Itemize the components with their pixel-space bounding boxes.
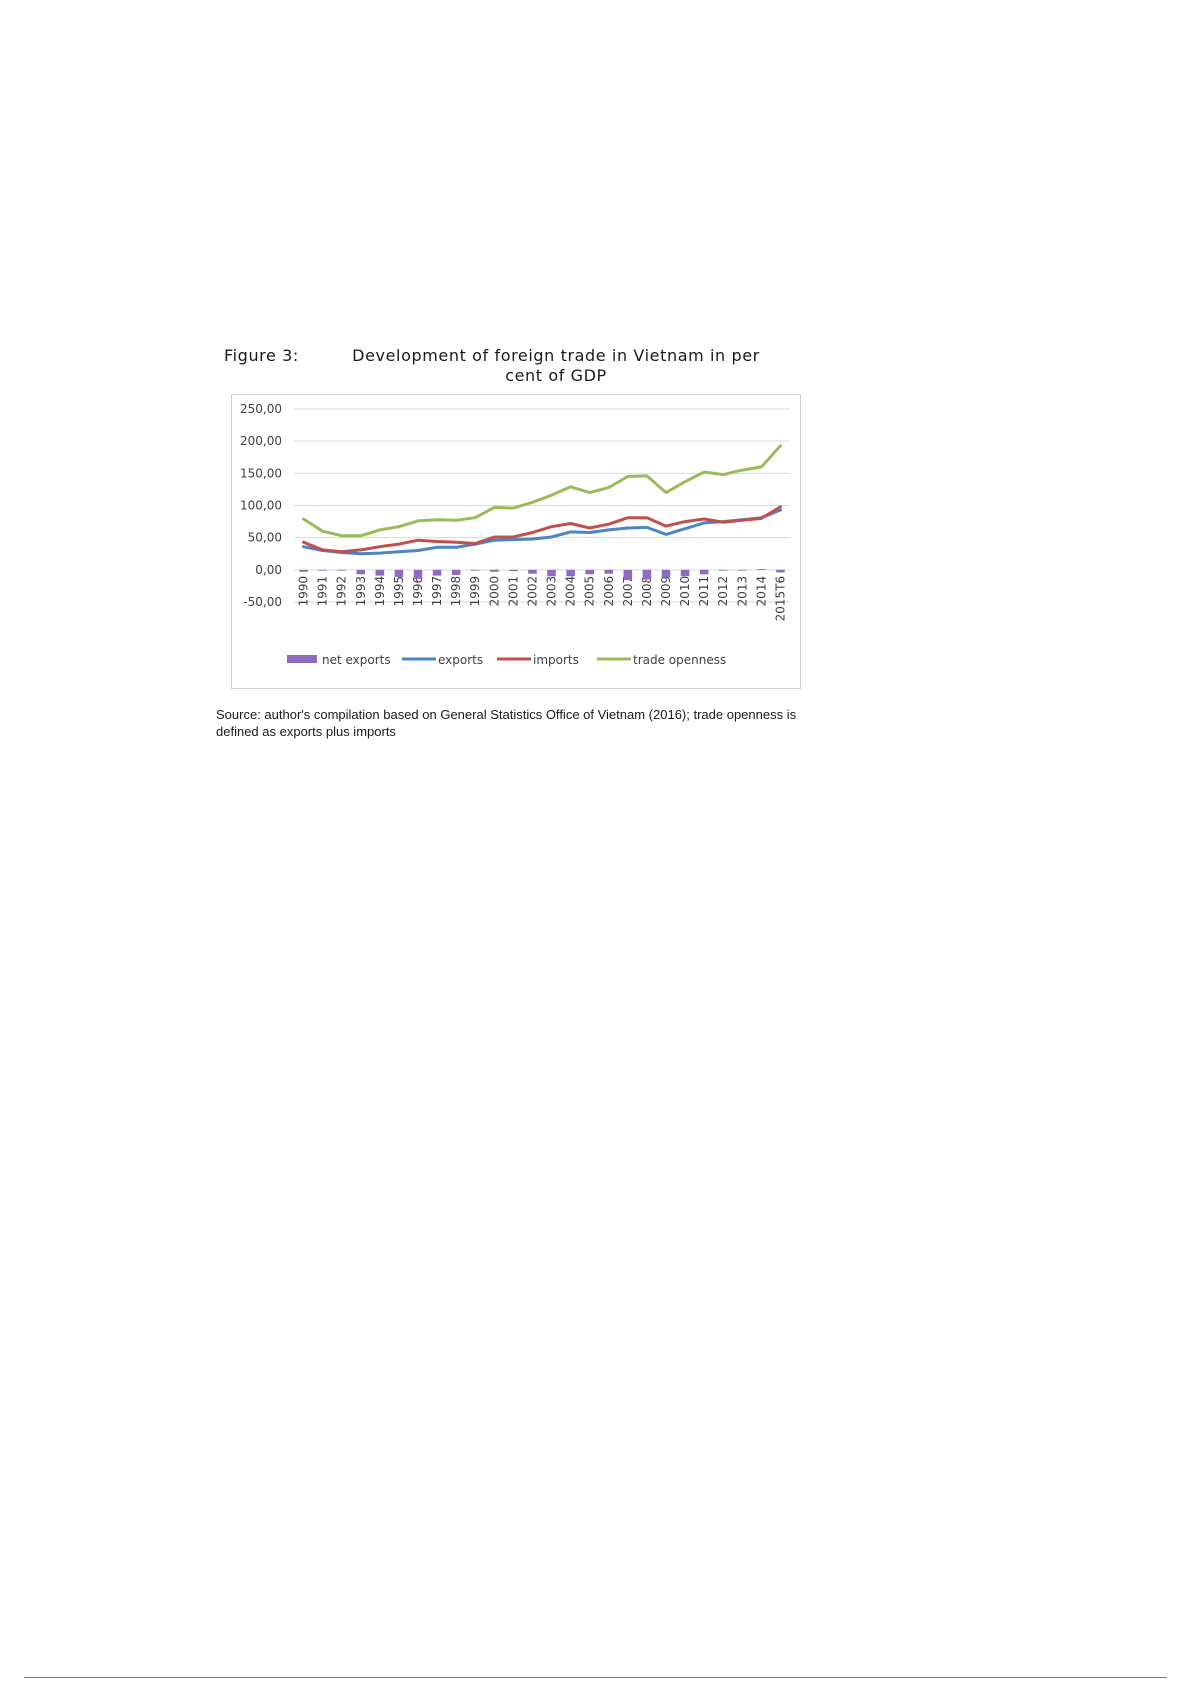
y-tick-label: 150,00 xyxy=(240,466,282,480)
x-tick-label: 2010 xyxy=(678,576,692,607)
net-exports-bar xyxy=(566,569,575,577)
legend-swatch xyxy=(287,655,317,663)
x-tick-label: 1999 xyxy=(468,576,482,607)
x-tick-label: 1994 xyxy=(373,576,387,607)
x-tick-label: 2009 xyxy=(659,576,673,607)
x-tick-label: 1995 xyxy=(392,576,406,607)
legend-label: imports xyxy=(533,653,579,667)
net-exports-bar xyxy=(337,569,346,571)
net-exports-bar xyxy=(299,569,308,572)
x-tick-label: 2007 xyxy=(621,576,635,607)
y-tick-label: 50,00 xyxy=(248,531,282,545)
figure-label: Figure 3: xyxy=(224,346,299,365)
net-exports-bar xyxy=(661,569,671,578)
net-exports-bar xyxy=(470,569,480,571)
net-exports-bar xyxy=(528,569,537,574)
x-tick-label: 1992 xyxy=(335,576,349,607)
y-tick-label: 0,00 xyxy=(255,563,282,577)
x-tick-label: 1991 xyxy=(316,576,330,607)
figure-title: Development of foreign trade in Vietnam … xyxy=(352,346,760,385)
net-exports-bar xyxy=(642,569,652,580)
legend-label: trade openness xyxy=(633,653,726,667)
net-exports-bar xyxy=(738,569,747,571)
net-exports-bar xyxy=(604,569,614,574)
net-exports-bar xyxy=(776,569,785,573)
net-exports-bar xyxy=(490,569,499,572)
exports-line xyxy=(302,508,782,556)
net-exports-bar xyxy=(432,569,442,576)
y-tick-label: 250,00 xyxy=(240,402,282,416)
net-exports-bar xyxy=(623,569,633,581)
x-tick-label: 2012 xyxy=(716,576,730,607)
x-tick-label: 2015T6 xyxy=(773,576,787,622)
net-exports-bar xyxy=(375,569,385,576)
net-exports-bar xyxy=(394,569,404,577)
x-tick-label: 1993 xyxy=(354,576,368,607)
x-tick-label: 2006 xyxy=(602,576,616,607)
x-tick-label: 2004 xyxy=(564,576,578,607)
x-tick-label: 2011 xyxy=(697,576,711,607)
x-tick-label: 2000 xyxy=(487,576,501,607)
net-exports-bar xyxy=(509,569,518,572)
source-note: Source: author's compilation based on Ge… xyxy=(216,707,797,739)
x-tick-label: 2005 xyxy=(583,576,597,607)
x-tick-label: 2002 xyxy=(525,576,539,607)
y-tick-label: -50,00 xyxy=(243,595,282,609)
x-tick-label: 2003 xyxy=(545,576,559,607)
net-exports-bar xyxy=(699,569,709,575)
x-tick-label: 1997 xyxy=(430,576,444,607)
x-tick-label: 2008 xyxy=(640,576,654,607)
net-exports-bar xyxy=(318,569,327,571)
chart-area: -50,00 0,00 50,00 100,00 150,00 200,00 250,00 1… xyxy=(231,394,801,689)
bottom-rule xyxy=(24,1677,1167,1678)
x-tick-label: 1998 xyxy=(449,576,463,607)
net-exports-bar xyxy=(757,569,766,570)
net-exports-bar xyxy=(680,569,690,577)
legend-label: exports xyxy=(438,653,483,667)
x-tick-label: 1996 xyxy=(411,576,425,607)
x-tick-label: 2001 xyxy=(506,576,520,607)
trade-openness-line xyxy=(302,444,782,538)
net-exports-bar xyxy=(547,569,556,577)
x-tick-label: 2014 xyxy=(754,576,768,607)
net-exports-bar xyxy=(718,569,728,571)
trade-chart: -50,00 0,00 50,00 100,00 150,00 200,00 250,00 1… xyxy=(240,402,790,667)
legend-label: net exports xyxy=(322,653,391,667)
net-exports-bar xyxy=(451,569,461,575)
y-tick-label: 100,00 xyxy=(240,499,282,513)
y-tick-label: 200,00 xyxy=(240,434,282,448)
net-exports-bar xyxy=(585,569,594,575)
net-exports-bar xyxy=(356,569,366,575)
figure: Figure 3: Development of foreign trade i… xyxy=(176,338,876,758)
imports-line xyxy=(302,505,782,554)
x-tick-label: 1990 xyxy=(297,576,311,607)
net-exports-bar xyxy=(413,569,423,579)
x-tick-label: 2013 xyxy=(735,576,749,607)
